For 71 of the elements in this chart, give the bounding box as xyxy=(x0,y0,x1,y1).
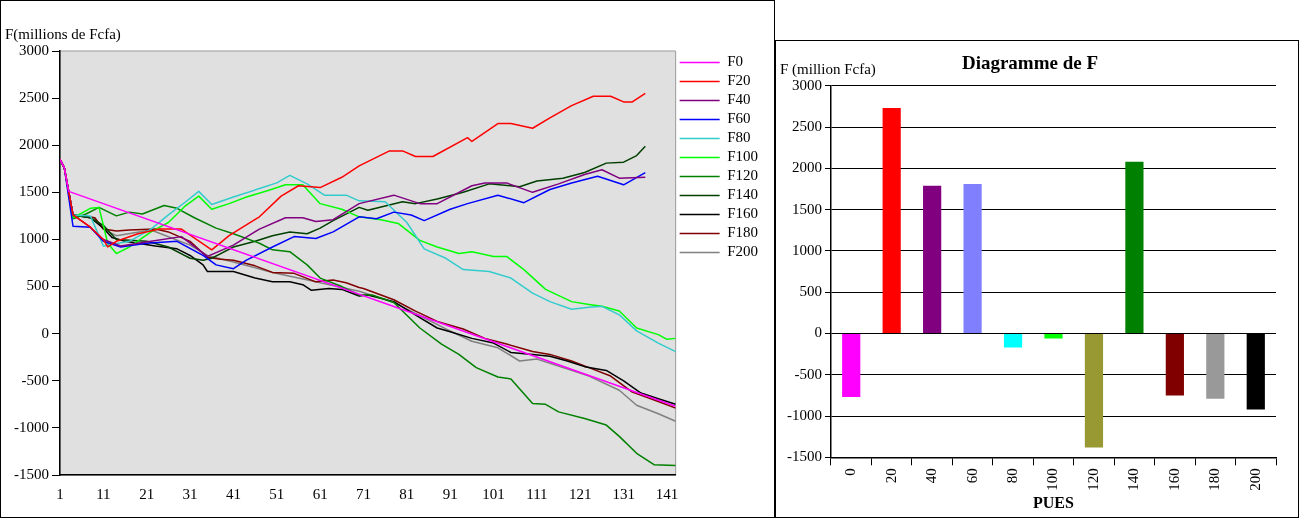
x-tick-label: 1 xyxy=(56,485,64,502)
x-tick-label: 100 xyxy=(1044,468,1061,491)
bar xyxy=(963,184,982,333)
legend-label: F40 xyxy=(727,91,751,108)
y-tick-label: -500 xyxy=(21,371,49,388)
y-tick-label: 1000 xyxy=(792,241,822,258)
x-tick-label: 81 xyxy=(399,485,415,502)
bar xyxy=(1125,161,1144,333)
y-axis-title: F(millions de Fcfa) xyxy=(5,26,121,44)
x-tick-label: 71 xyxy=(355,485,371,502)
x-tick-label: 80 xyxy=(1003,468,1020,484)
y-tick-label: -1500 xyxy=(787,448,822,465)
y-axis-title: F (million Fcfa) xyxy=(780,61,876,79)
bar xyxy=(1003,333,1023,348)
y-tick-label: 2500 xyxy=(792,118,822,135)
x-tick-label: 40 xyxy=(923,468,940,484)
y-tick-label: 2000 xyxy=(792,159,822,176)
x-tick-label: 180 xyxy=(1206,468,1223,491)
x-tick-label: 120 xyxy=(1084,468,1101,491)
legend-label: F160 xyxy=(727,205,758,222)
x-tick-label: 141 xyxy=(655,485,679,502)
x-tick-label: 160 xyxy=(1165,468,1182,491)
legend-label: F20 xyxy=(727,72,751,89)
legend-label: F100 xyxy=(727,148,758,165)
y-tick-label: 1500 xyxy=(19,183,49,200)
chart-title: Diagramme de F xyxy=(961,52,1099,74)
x-tick-label: 51 xyxy=(269,485,285,502)
y-tick-label: 2000 xyxy=(19,136,49,153)
y-tick-label: 1000 xyxy=(19,230,49,247)
legend-label: F140 xyxy=(727,186,758,203)
x-tick-label: 91 xyxy=(442,485,458,502)
x-tick-label: 21 xyxy=(139,485,155,502)
y-tick-label: 3000 xyxy=(792,76,822,93)
bar xyxy=(923,185,942,333)
x-tick-label: 200 xyxy=(1246,468,1263,491)
x-tick-label: 61 xyxy=(312,485,328,502)
y-tick-label: 0 xyxy=(814,324,822,341)
x-axis-title: PUES xyxy=(1033,493,1075,511)
y-tick-label: -1000 xyxy=(787,406,822,423)
y-tick-label: 1500 xyxy=(792,200,822,217)
y-tick-label: 500 xyxy=(26,277,49,294)
x-tick-label: 140 xyxy=(1125,468,1142,491)
x-tick-label: 131 xyxy=(612,485,635,502)
legend-label: F80 xyxy=(727,129,751,146)
x-tick-label: 20 xyxy=(882,468,899,484)
x-tick-label: 11 xyxy=(96,485,111,502)
legend-label: F200 xyxy=(727,243,758,260)
y-tick-label: 0 xyxy=(41,324,49,341)
bar xyxy=(1206,333,1225,399)
y-tick-label: -1500 xyxy=(14,465,49,482)
y-tick-label: 3000 xyxy=(19,41,49,58)
legend-label: F120 xyxy=(727,167,758,184)
bar xyxy=(882,108,901,333)
bar xyxy=(1165,333,1184,396)
x-tick-label: 31 xyxy=(182,485,198,502)
legend-label: F180 xyxy=(727,224,758,241)
y-tick-label: -1000 xyxy=(14,418,49,435)
x-tick-label: 41 xyxy=(225,485,241,502)
bar xyxy=(1084,333,1104,448)
y-tick-label: 500 xyxy=(799,283,822,300)
x-tick-label: 101 xyxy=(482,485,505,502)
y-tick-label: 2500 xyxy=(19,89,49,106)
x-tick-label: 0 xyxy=(842,468,859,476)
x-tick-label: 60 xyxy=(963,468,980,484)
bar xyxy=(1044,333,1063,339)
legend-label: F0 xyxy=(727,53,743,70)
x-tick-label: 121 xyxy=(569,485,592,502)
x-tick-label: 111 xyxy=(526,485,548,502)
bar xyxy=(842,333,861,398)
legend-label: F60 xyxy=(727,110,751,127)
y-tick-label: -500 xyxy=(794,365,822,382)
